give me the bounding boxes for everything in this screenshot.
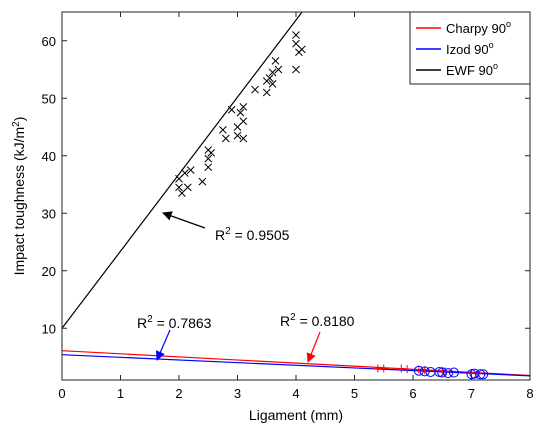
ewf-point: [292, 65, 300, 74]
charpy-point: [397, 364, 406, 373]
x-axis-label: Ligament (mm): [249, 407, 343, 423]
x-tick-label: 8: [526, 386, 533, 401]
charpy-r2-arrow: [306, 331, 321, 363]
ewf-point: [204, 163, 213, 172]
izod-point: [437, 367, 448, 378]
legend-label-izod: Izod 90o: [446, 40, 494, 57]
fit-line-izod: [61, 354, 531, 377]
ewf-point: [233, 131, 242, 140]
y-tick-label: 50: [42, 91, 56, 106]
izod-point: [478, 369, 489, 380]
legend-label-charpy: Charpy 90o: [446, 19, 511, 36]
charpy-point: [403, 365, 412, 374]
y-tick-label: 10: [42, 321, 56, 336]
ewf-r2-arrow: [162, 211, 206, 229]
ewf-point: [239, 134, 248, 143]
ewf-r2-annotation: R2 = 0.9505: [215, 226, 290, 243]
ewf-point: [219, 126, 227, 134]
izod-point: [475, 369, 486, 380]
ewf-point: [183, 183, 192, 192]
x-tick-label: 6: [409, 386, 416, 401]
ewf-point: [251, 85, 259, 94]
y-tick-label: 20: [42, 264, 56, 279]
izod-r2-annotation: R2 = 0.7863: [137, 314, 212, 331]
ewf-point: [271, 57, 280, 65]
izod-point: [448, 367, 459, 378]
data-markers: [175, 31, 489, 380]
ewf-point: [268, 68, 277, 77]
ewf-point: [204, 154, 213, 163]
charpy-point: [379, 364, 388, 373]
y-tick-label: 60: [42, 34, 56, 49]
ewf-point: [239, 117, 248, 126]
izod-point: [413, 365, 424, 376]
ewf-point: [262, 88, 271, 97]
charpy-point: [420, 366, 429, 375]
ewf-point: [180, 169, 189, 177]
legend-box: [409, 11, 531, 85]
ewf-point: [297, 45, 306, 54]
izod-point: [443, 368, 454, 379]
ewf-point: [227, 105, 236, 114]
izod-point: [419, 366, 430, 377]
ewf-point: [207, 149, 216, 157]
ewf-point: [265, 74, 274, 82]
ewf-point: [239, 103, 248, 111]
x-tick-label: 2: [175, 386, 182, 401]
x-tick-label: 7: [468, 386, 475, 401]
x-tick-label: 1: [117, 386, 124, 401]
x-tick-label: 4: [292, 386, 299, 401]
charpy-point: [414, 365, 423, 374]
ewf-point: [268, 80, 277, 88]
y-tick-label: 30: [42, 206, 56, 221]
x-tick-label: 0: [58, 386, 65, 401]
ewf-point: [175, 183, 183, 192]
x-tick-label: 5: [351, 386, 358, 401]
y-tick-label: 40: [42, 149, 56, 164]
izod-r2-arrow: [156, 329, 171, 361]
charpy-r2-annotation: R2 = 0.8180: [280, 312, 355, 329]
x-tick-label: 3: [234, 386, 241, 401]
ewf-point: [186, 166, 195, 174]
ewf-point: [274, 65, 283, 74]
ewf-point: [236, 108, 245, 117]
ewf-point: [292, 31, 300, 39]
ewf-point: [221, 134, 230, 143]
y-axis-label: Impact toughness (kJ/m2): [11, 117, 27, 276]
legend-label-ewf: EWF 90o: [446, 61, 498, 78]
ewf-point: [198, 177, 207, 186]
legend: Charpy 90o Izod 90o EWF 90o: [409, 11, 531, 85]
